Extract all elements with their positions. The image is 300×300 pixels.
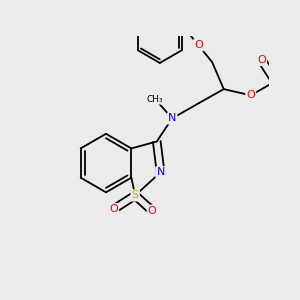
Text: S: S	[132, 190, 139, 200]
Text: CH₃: CH₃	[147, 94, 164, 103]
Text: O: O	[246, 90, 255, 100]
Text: O: O	[148, 206, 157, 216]
Text: N: N	[168, 113, 176, 123]
Text: N: N	[156, 167, 165, 177]
Text: O: O	[257, 55, 266, 65]
Text: O: O	[194, 40, 203, 50]
Text: O: O	[109, 204, 118, 214]
